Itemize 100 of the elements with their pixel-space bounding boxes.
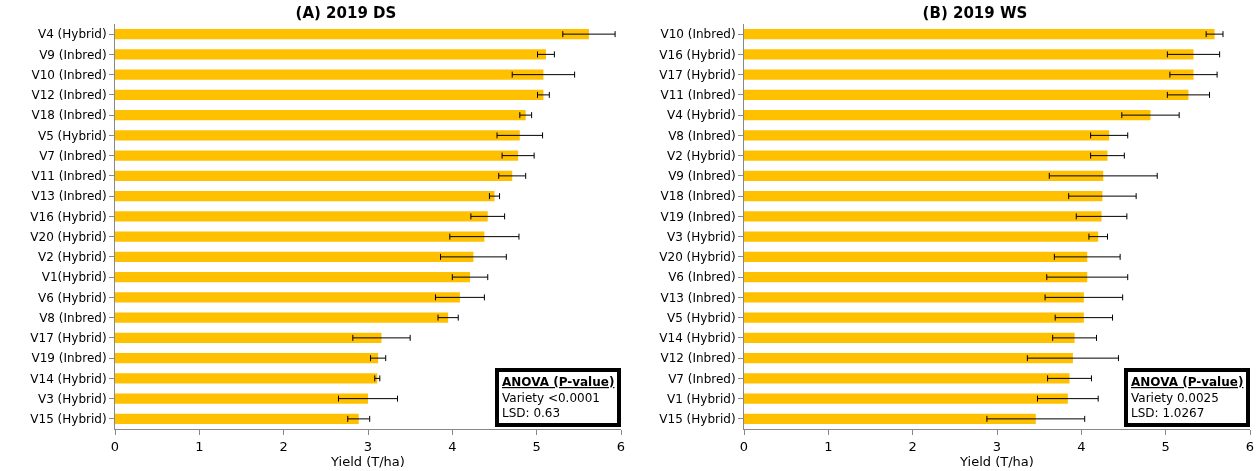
y-tick-label: V19 (Inbred) bbox=[31, 351, 107, 366]
y-tick-label: V3 (Hybrid) bbox=[666, 229, 736, 244]
bar bbox=[115, 393, 368, 404]
bar bbox=[115, 312, 449, 323]
y-tick-label: V18 (Inbred) bbox=[31, 108, 107, 123]
bar bbox=[744, 373, 1070, 384]
x-tick-label: 2 bbox=[279, 438, 288, 454]
y-tick-label: V14 (Hybrid) bbox=[30, 371, 107, 386]
annotation: ANOVA (P-value) bbox=[1131, 375, 1244, 389]
y-tick-label: V16 (Hybrid) bbox=[30, 209, 107, 224]
x-tick-label: 2 bbox=[908, 438, 917, 454]
bar bbox=[744, 413, 1036, 424]
chart-title: (B) 2019 WS bbox=[922, 3, 1028, 22]
y-tick-label: V2 (Hybrid) bbox=[666, 148, 736, 163]
x-tick-label: 5 bbox=[532, 438, 541, 454]
y-tick-label: V1(Hybrid) bbox=[41, 270, 107, 285]
x-axis-title: Yield (T/ha) bbox=[959, 453, 1034, 469]
y-tick-label: V10 (Inbred) bbox=[31, 67, 107, 82]
x-tick-label: 6 bbox=[1245, 438, 1255, 454]
x-tick-label: 4 bbox=[1077, 438, 1086, 454]
y-tick-label: V17 (Hybrid) bbox=[659, 67, 736, 82]
y-tick-label: V6 (Hybrid) bbox=[37, 290, 107, 305]
bar bbox=[115, 49, 546, 60]
y-tick-label: V9 (Inbred) bbox=[39, 47, 107, 62]
bar bbox=[744, 130, 1110, 141]
y-tick-label: V7 (Inbred) bbox=[39, 148, 107, 163]
bar bbox=[115, 231, 485, 242]
bar bbox=[115, 29, 589, 40]
bar bbox=[744, 211, 1102, 222]
bar bbox=[115, 332, 382, 343]
annotation: LSD: 1.0267 bbox=[1131, 406, 1205, 421]
y-tick-label: V12 (Inbred) bbox=[660, 351, 736, 366]
bar bbox=[744, 170, 1104, 181]
x-tick-label: 1 bbox=[824, 438, 833, 454]
y-tick-label: V8 (Inbred) bbox=[39, 310, 107, 325]
x-tick-label: 5 bbox=[1161, 438, 1170, 454]
bar bbox=[744, 110, 1151, 121]
x-tick-label: 0 bbox=[739, 438, 749, 454]
bar bbox=[115, 89, 544, 100]
y-tick-label: V5 (Hybrid) bbox=[37, 128, 107, 143]
bar bbox=[115, 292, 460, 303]
bar bbox=[744, 332, 1075, 343]
bar bbox=[744, 393, 1068, 404]
bar bbox=[115, 413, 359, 424]
x-tick-label: 1 bbox=[195, 438, 204, 454]
y-tick-label: V16 (Hybrid) bbox=[659, 47, 736, 62]
y-tick-label: V11 (Inbred) bbox=[660, 88, 736, 103]
bar bbox=[115, 353, 379, 364]
bar bbox=[744, 292, 1084, 303]
x-tick-label: 6 bbox=[616, 438, 626, 454]
x-tick-label: 3 bbox=[992, 438, 1002, 454]
y-tick-label: V20 (Hybrid) bbox=[30, 229, 107, 244]
y-tick-label: V7 (Inbred) bbox=[668, 371, 736, 386]
y-tick-label: V13 (Inbred) bbox=[31, 189, 107, 204]
y-tick-label: V8 (Inbred) bbox=[668, 128, 736, 143]
y-tick-label: V10 (Inbred) bbox=[660, 27, 736, 42]
x-tick-label: 3 bbox=[363, 438, 373, 454]
y-tick-label: V6 (Inbred) bbox=[668, 270, 736, 285]
bar bbox=[115, 69, 544, 80]
y-tick-label: V15 (Hybrid) bbox=[30, 412, 107, 427]
bar bbox=[115, 191, 495, 202]
bar bbox=[115, 170, 513, 181]
annotation: LSD: 0.63 bbox=[502, 406, 561, 421]
annotation: ANOVA (P-value) bbox=[502, 375, 615, 389]
x-tick-label: 4 bbox=[448, 438, 457, 454]
y-tick-label: V4 (Hybrid) bbox=[37, 27, 107, 42]
y-tick-label: V19 (Inbred) bbox=[660, 209, 736, 224]
bar bbox=[744, 312, 1084, 323]
bar bbox=[744, 69, 1194, 80]
y-tick-label: V1 (Hybrid) bbox=[666, 391, 736, 406]
bar bbox=[115, 211, 488, 222]
y-tick-label: V9 (Inbred) bbox=[668, 169, 736, 184]
y-tick-label: V3 (Hybrid) bbox=[37, 391, 107, 406]
annotation: Variety <0.0001 bbox=[502, 390, 600, 405]
bar bbox=[115, 272, 471, 283]
bar bbox=[744, 89, 1189, 100]
y-tick-label: V12 (Inbred) bbox=[31, 88, 107, 103]
y-tick-label: V5 (Hybrid) bbox=[666, 310, 736, 325]
bar bbox=[744, 150, 1108, 161]
bar bbox=[744, 272, 1088, 283]
y-tick-label: V18 (Inbred) bbox=[660, 189, 736, 204]
bar bbox=[744, 231, 1099, 242]
bar bbox=[115, 150, 519, 161]
y-tick-label: V2 (Hybrid) bbox=[37, 250, 107, 265]
y-tick-label: V13 (Inbred) bbox=[660, 290, 736, 305]
y-tick-label: V20 (Hybrid) bbox=[659, 250, 736, 265]
bar bbox=[744, 191, 1103, 202]
chart-title: (A) 2019 DS bbox=[295, 3, 397, 22]
bar bbox=[115, 373, 378, 384]
x-axis-title: Yield (T/ha) bbox=[330, 453, 405, 469]
bar bbox=[744, 29, 1215, 40]
bar bbox=[115, 251, 474, 262]
bar bbox=[115, 110, 526, 121]
y-tick-label: V14 (Hybrid) bbox=[659, 331, 736, 346]
annotation: Variety 0.0025 bbox=[1131, 390, 1219, 405]
y-tick-label: V15 (Hybrid) bbox=[659, 412, 736, 427]
bar bbox=[744, 49, 1194, 60]
y-tick-label: V4 (Hybrid) bbox=[666, 108, 736, 123]
y-tick-label: V17 (Hybrid) bbox=[30, 331, 107, 346]
bar bbox=[744, 353, 1073, 364]
